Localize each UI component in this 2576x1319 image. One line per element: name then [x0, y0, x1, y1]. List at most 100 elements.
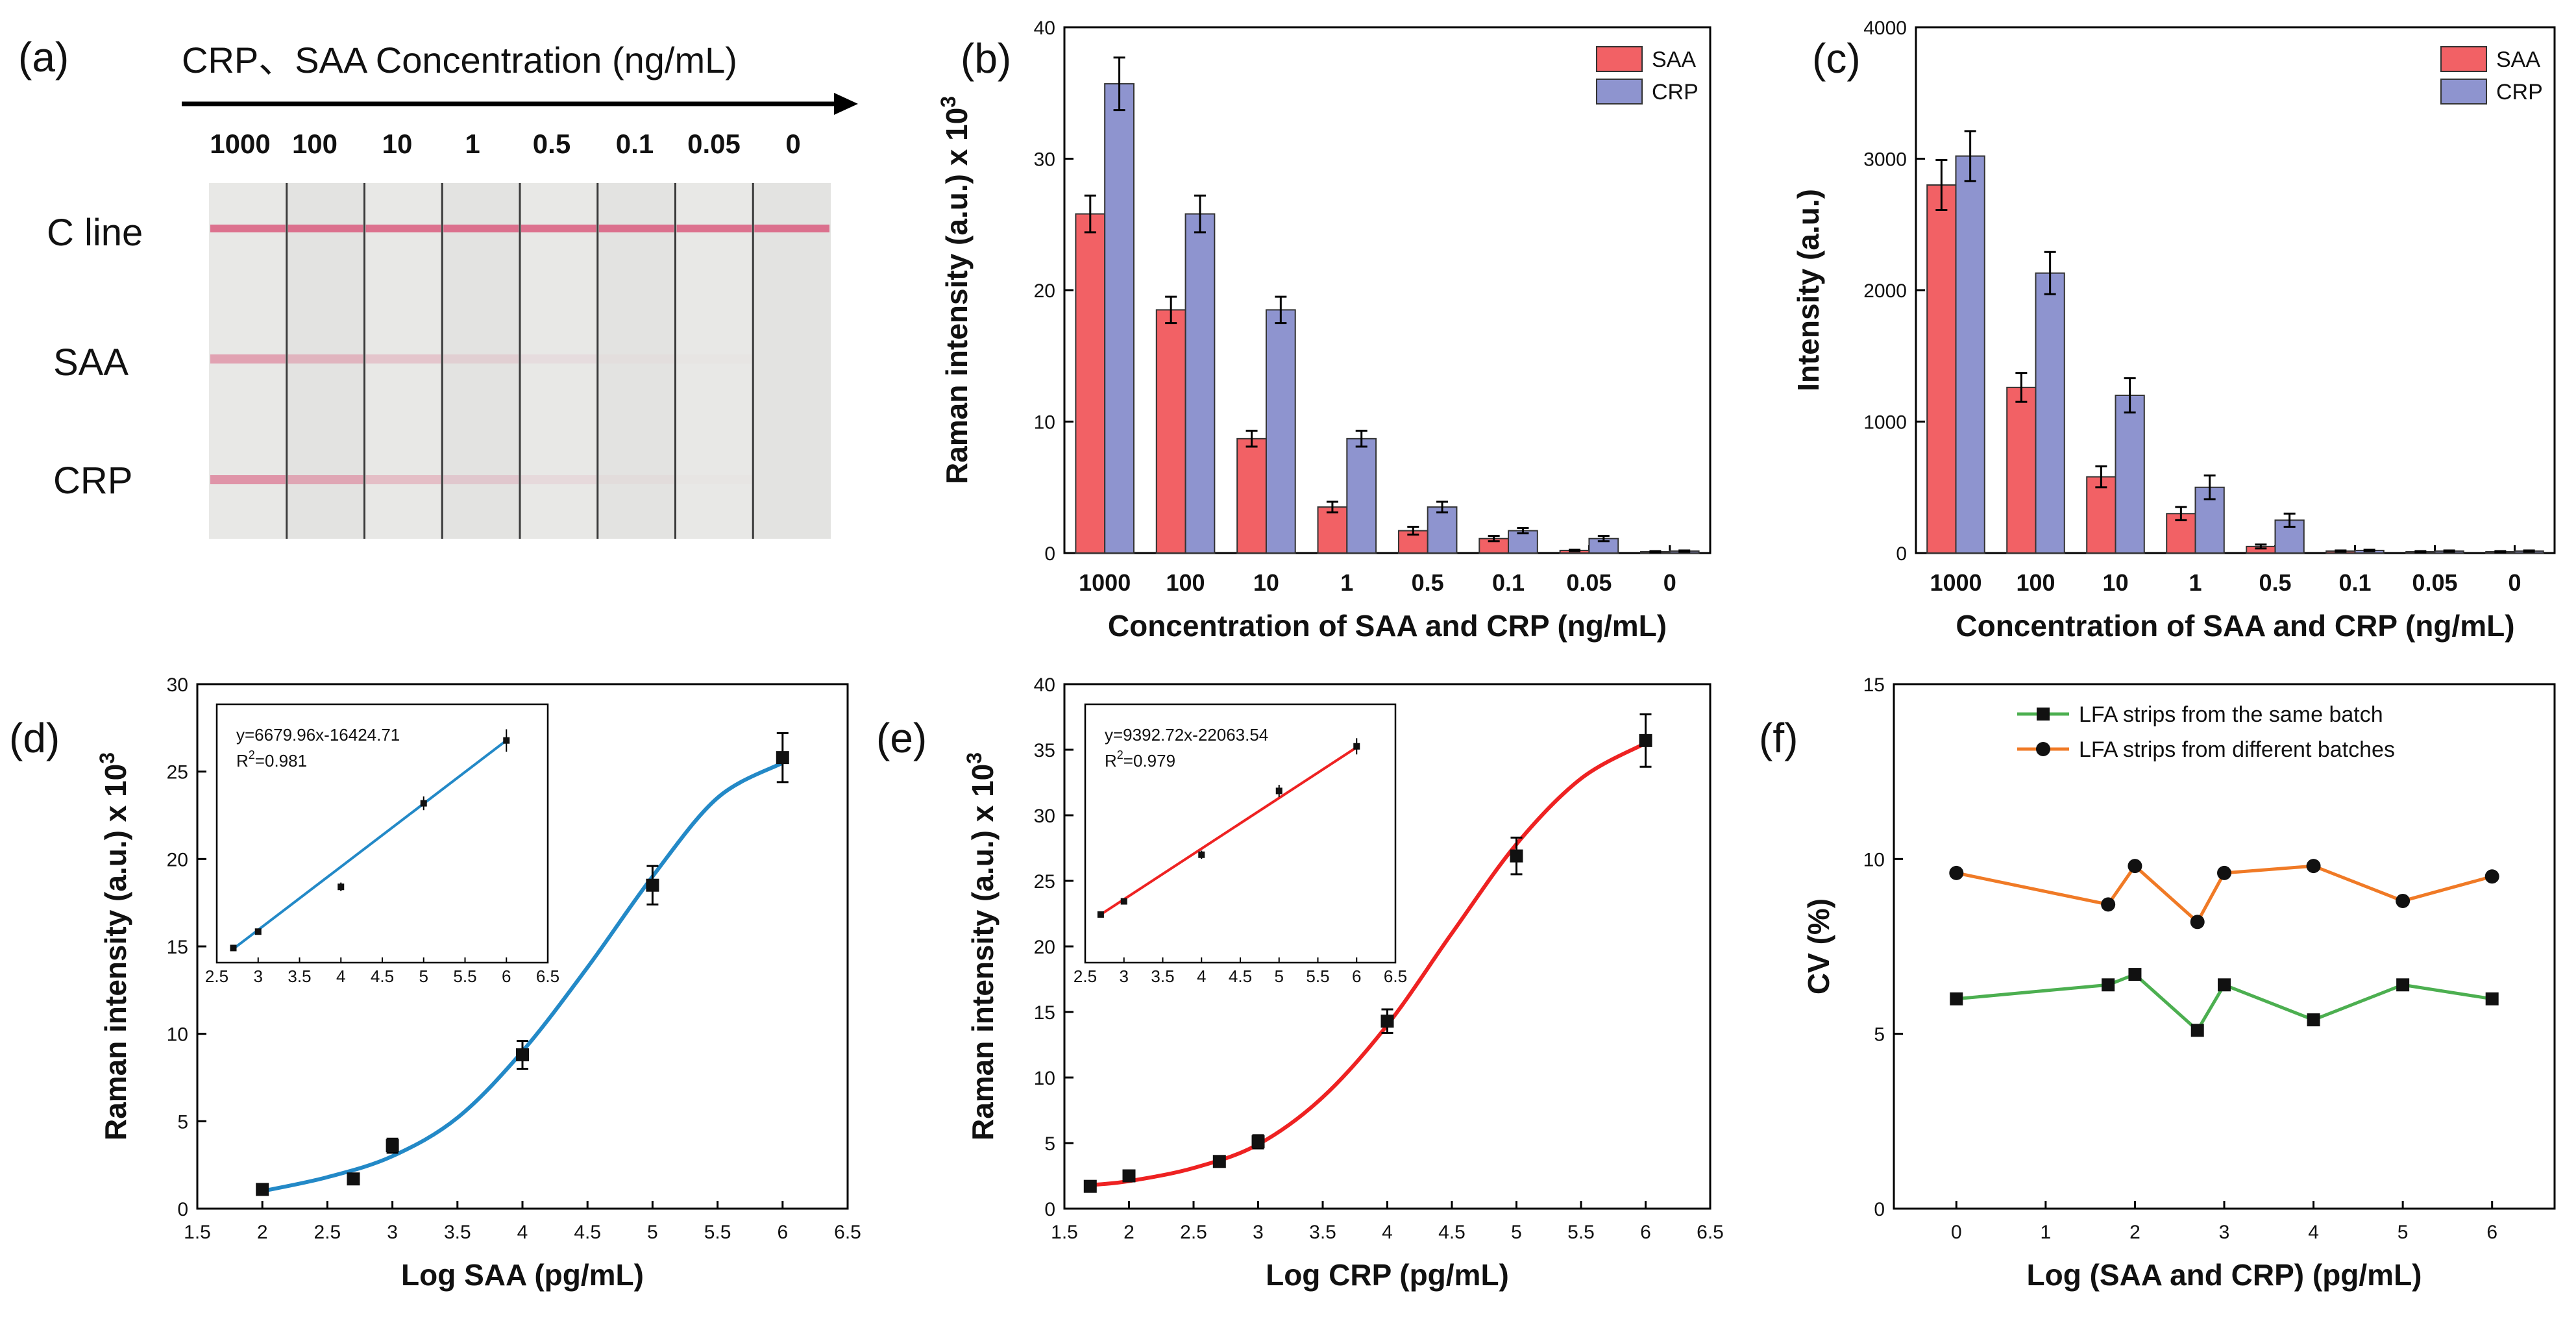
y-tick-label: 0: [1044, 543, 1055, 565]
x-tick-label: 4: [2308, 1222, 2319, 1243]
y-tick-label: 5: [1044, 1133, 1055, 1155]
x-tick-label: 4.5: [1438, 1222, 1466, 1243]
panel-letter: (e): [876, 715, 927, 761]
y-tick-label: 4000: [1863, 18, 1907, 39]
strip-c-line: [598, 225, 674, 232]
legend-swatch: [1596, 46, 1643, 72]
x-tick-label: 1000: [1930, 569, 1981, 596]
data-point: [1510, 849, 1523, 863]
panel-f: (f) 0 5 10 15 0 1 2 3 4 5 6 CV (%) Log (SAA and CRP) …: [1759, 674, 2556, 1292]
bar-crp: [1265, 309, 1296, 554]
y-tick-label: 30: [1034, 149, 1055, 171]
y-axis-label: Raman intensity (a.u.) x 103: [963, 752, 1000, 1140]
x-tick-label: 0.1: [1492, 569, 1525, 596]
legend-swatch: [1596, 79, 1643, 105]
inset-data-point: [230, 944, 237, 952]
fit-curve: [1090, 741, 1647, 1187]
legend-label: CRP: [2496, 80, 2543, 105]
y-axis-label: CV (%): [1802, 898, 1835, 994]
data-point: [1083, 1179, 1097, 1193]
inset-frame: [1084, 703, 1397, 964]
x-tick-label: 2: [1123, 1222, 1135, 1243]
data-point: [256, 1183, 269, 1196]
strip: [675, 183, 754, 539]
bar-crp: [1104, 83, 1135, 554]
x-tick-label: 10: [2102, 569, 2128, 596]
bar-crp: [1955, 155, 1985, 554]
strip-c-line: [443, 225, 519, 232]
y-tick-label: 15: [1034, 1002, 1055, 1024]
y-axis-label-sup: 3: [95, 752, 119, 764]
bar-saa: [1236, 438, 1267, 554]
y-tick-label: 3000: [1863, 149, 1907, 171]
bar-crp: [1346, 438, 1377, 554]
x-tick-label: 6.5: [1697, 1222, 1724, 1243]
bar-saa: [1075, 213, 1106, 554]
strip: [286, 183, 365, 539]
x-tick-label: 10: [1253, 569, 1279, 596]
x-tick-label: 0.5: [2259, 569, 2291, 596]
x-tick-label: 0.5: [1412, 569, 1444, 596]
inset-x-tick-label: 3: [1120, 967, 1129, 986]
x-tick-label: 4: [517, 1222, 528, 1243]
inset-data-point: [1353, 743, 1360, 750]
saa-line-label: SAA: [53, 341, 129, 384]
inset-r-squared-sup: 2: [1117, 748, 1123, 761]
x-tick-label: 3.5: [444, 1222, 471, 1243]
x-tick-label: 6: [777, 1222, 788, 1243]
inset-x-tick-label: 6.5: [536, 967, 559, 986]
y-tick-label: 1000: [1863, 412, 1907, 434]
panel-letter: (c): [1812, 35, 1861, 82]
data-point: [1380, 1015, 1394, 1028]
x-tick-label: 6: [1640, 1222, 1651, 1243]
y-tick-label: 10: [1034, 412, 1055, 434]
x-tick-label: 5.5: [1567, 1222, 1595, 1243]
inset-data-point: [254, 928, 262, 935]
series-point: [2218, 978, 2231, 992]
inset-data-point: [1097, 911, 1104, 918]
x-tick-label: 3: [2219, 1222, 2230, 1243]
bar-crp: [2115, 395, 2145, 554]
series-point: [1950, 992, 1963, 1005]
x-axis-label: Log (SAA and CRP) (pg/mL): [2027, 1258, 2422, 1292]
bar-saa: [2006, 386, 2037, 554]
series-point: [1949, 865, 1964, 880]
inset-x-tick-label: 6: [502, 967, 511, 986]
y-tick-label: 25: [1034, 871, 1055, 893]
y-tick-label: 40: [1034, 674, 1055, 696]
series-point: [2128, 859, 2142, 874]
legend-swatch: [2440, 46, 2487, 72]
y-axis-label: Intensity (a.u.): [1791, 189, 1825, 391]
series-point: [2485, 992, 2499, 1005]
series-point: [2307, 1013, 2320, 1027]
legend-label: LFA strips from the same batch: [2079, 702, 2383, 727]
inset-x-tick-label: 5: [419, 967, 428, 986]
series-point: [2102, 978, 2115, 992]
crp-line-label: CRP: [53, 460, 132, 502]
y-tick-label: 0: [177, 1199, 188, 1220]
bar-saa: [1317, 506, 1348, 554]
bar-crp: [1184, 213, 1216, 554]
data-point: [386, 1139, 399, 1153]
x-tick-label: 4.5: [574, 1222, 601, 1243]
data-point: [516, 1048, 529, 1061]
inset-r-squared-value: =0.981: [255, 751, 307, 770]
x-tick-label: 2: [2129, 1222, 2141, 1243]
inset-x-tick-label: 4: [336, 967, 345, 986]
panel-a-letter: (a): [18, 34, 69, 80]
x-tick-label: 6: [2486, 1222, 2497, 1243]
inset-r-squared-value: =0.979: [1123, 751, 1175, 770]
conc-label: 10: [382, 129, 413, 159]
inset-data-point: [337, 883, 345, 891]
strip: [364, 183, 443, 539]
strip: [442, 183, 520, 539]
x-tick-label: 5.5: [704, 1222, 731, 1243]
inset-x-tick-label: 2.5: [1073, 967, 1097, 986]
x-tick-label: 1: [2041, 1222, 2052, 1243]
y-tick-label: 0: [1874, 1199, 1885, 1220]
y-tick-label: 20: [1034, 280, 1055, 302]
data-point: [776, 751, 789, 765]
conc-label: 0.05: [687, 129, 741, 159]
